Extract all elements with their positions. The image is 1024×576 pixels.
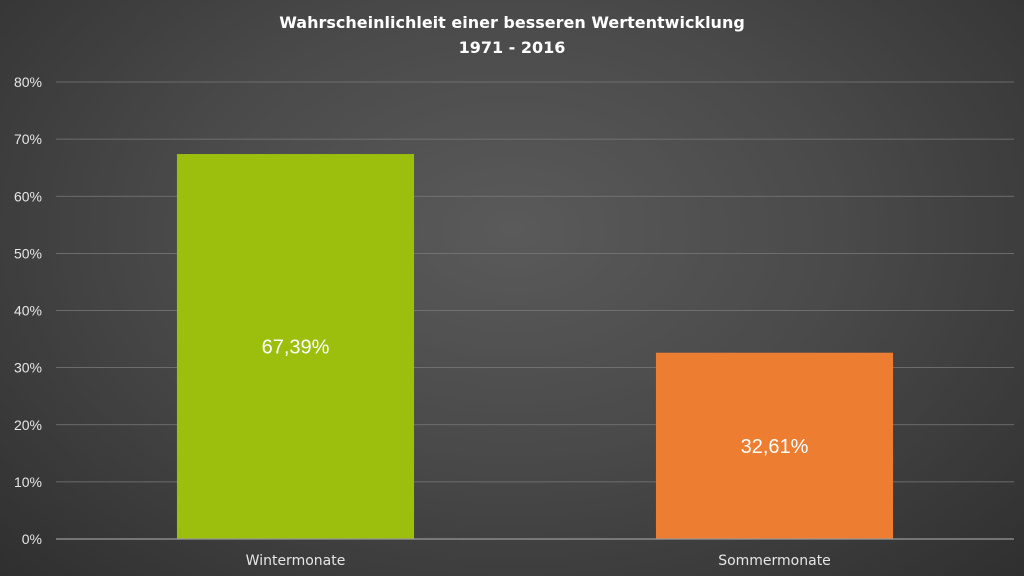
y-tick-label: 10% (14, 474, 42, 490)
y-tick-label: 30% (14, 360, 42, 376)
bars (176, 154, 894, 540)
category-label: Sommermonate (718, 553, 831, 569)
data-label: 67,39% (262, 337, 330, 359)
chart-subtitle: 1971 - 2016 (459, 38, 566, 57)
y-tick-label: 60% (14, 188, 42, 204)
y-tick-label: 80% (14, 74, 42, 90)
y-tick-label: 0% (22, 531, 42, 547)
y-axis-tick-labels: 0% 10% 20% 30% 40% 50% 60% 70% 80% (14, 74, 42, 547)
bar-wintermonate (176, 154, 415, 540)
data-labels: 67,39% 32,61% (262, 337, 809, 458)
category-label: Wintermonate (246, 553, 346, 569)
y-tick-label: 20% (14, 417, 42, 433)
chart-title: Wahrscheinlichleit einer besseren Werten… (279, 13, 745, 32)
data-label: 32,61% (741, 436, 809, 458)
y-tick-label: 50% (14, 245, 42, 261)
y-tick-label: 40% (14, 303, 42, 319)
bar-sommermonate (655, 352, 894, 539)
y-tick-label: 70% (14, 131, 42, 147)
x-axis-category-labels: Wintermonate Sommermonate (246, 553, 831, 569)
